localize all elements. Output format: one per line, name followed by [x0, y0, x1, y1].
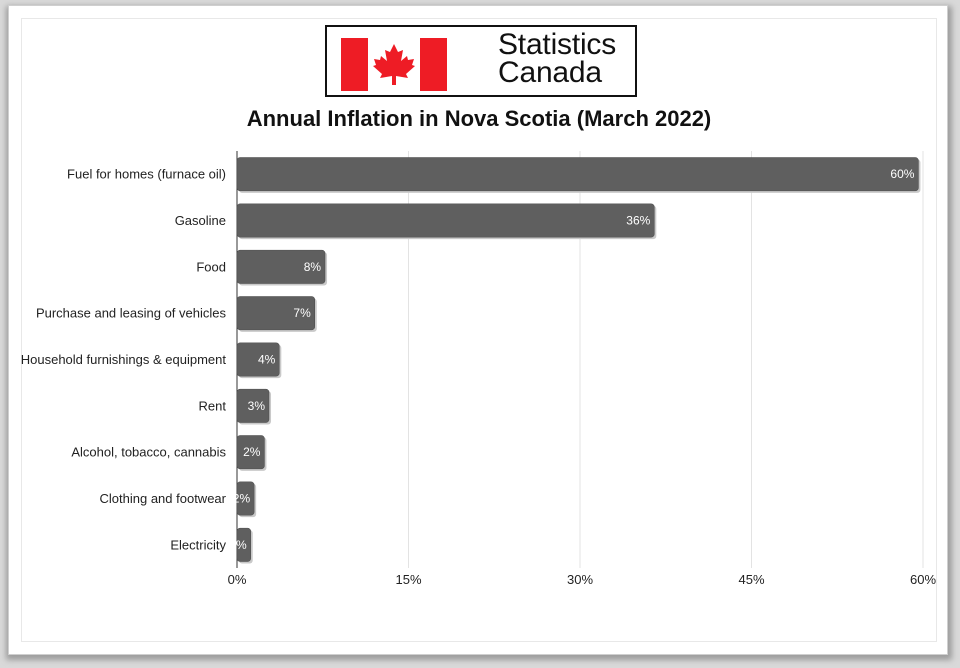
- category-label: Electricity: [170, 537, 226, 552]
- data-label: 1%: [229, 538, 247, 552]
- x-tick-label: 30%: [567, 572, 593, 587]
- chart-page: Statistics Canada Annual Inflation in No…: [8, 5, 948, 655]
- logo-line-2: Canada: [498, 56, 602, 89]
- bar: [236, 203, 655, 238]
- bar: [236, 249, 326, 284]
- category-label: Clothing and footwear: [100, 491, 227, 506]
- logo-line-1: Statistics: [498, 28, 617, 61]
- bar: [236, 157, 919, 192]
- bar-chart: 0% 15% 30% 45% 60% Fuel for homes (furnace oi…: [21, 151, 937, 587]
- x-tick-label: 60%: [910, 572, 936, 587]
- data-label: 4%: [258, 353, 276, 367]
- category-label: Alcohol, tobacco, cannabis: [71, 445, 226, 460]
- category-label: Purchase and leasing of vehicles: [36, 306, 227, 321]
- inner-frame: [21, 18, 937, 642]
- category-label: Household furnishings & equipment: [21, 352, 227, 367]
- chart-title: Annual Inflation in Nova Scotia (March 2…: [246, 106, 712, 131]
- x-tick-label: 15%: [395, 572, 421, 587]
- bars: [236, 157, 921, 564]
- data-label: 7%: [293, 306, 311, 320]
- bar: [236, 527, 251, 562]
- category-label: Rent: [199, 398, 227, 413]
- canadian-flag-icon: [341, 38, 447, 91]
- data-label: 2%: [243, 445, 261, 459]
- category-label: Food: [196, 259, 226, 274]
- data-label: 8%: [304, 260, 322, 274]
- statistics-canada-logo: Statistics Canada: [325, 25, 637, 97]
- logo-wordmark: Statistics Canada: [498, 28, 617, 89]
- bar: [236, 388, 270, 423]
- x-tick-label: 45%: [738, 572, 764, 587]
- data-label: 2%: [233, 492, 251, 506]
- data-label: 36%: [626, 214, 650, 228]
- category-label: Fuel for homes (furnace oil): [67, 167, 226, 182]
- data-label: 3%: [248, 399, 266, 413]
- category-label: Gasoline: [175, 213, 226, 228]
- bar: [236, 342, 280, 377]
- x-tick-label: 0%: [228, 572, 247, 587]
- bar: [236, 296, 315, 331]
- labels: 0% 15% 30% 45% 60% Fuel for homes (furnace oi…: [21, 167, 937, 587]
- data-label: 60%: [890, 167, 914, 181]
- bar: [236, 435, 265, 470]
- bar: [236, 481, 255, 516]
